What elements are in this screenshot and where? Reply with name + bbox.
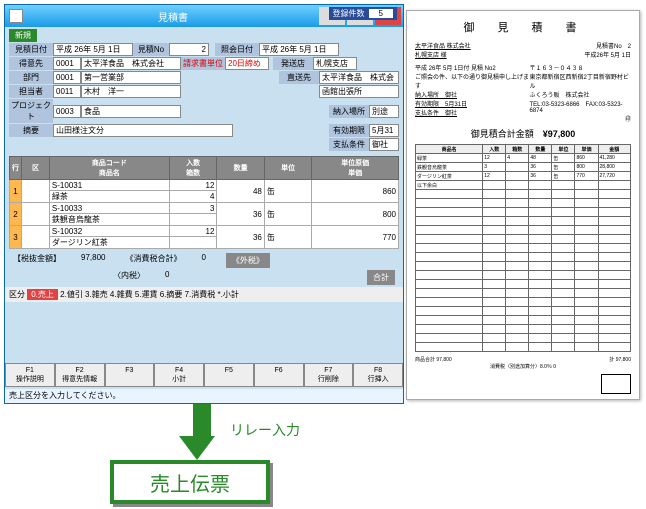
totals: 【税抜金額】 97,800 《消費税合計》 0 《外税》 xyxy=(5,251,403,270)
valid-label: 有効期限 xyxy=(329,124,369,137)
estimate-window: 見積書 – □ × 登録件数5 新規 見積日付 平成 26年 5月 1日 見積N… xyxy=(4,4,404,404)
cust-name[interactable]: 太平洋食品 株式会社 xyxy=(81,57,181,70)
refdate-label: 照会日付 xyxy=(215,43,259,56)
side-ship: 函館出張所 xyxy=(319,85,399,98)
total-button[interactable]: 合計 xyxy=(367,270,395,285)
deliv[interactable]: 別途 xyxy=(369,105,399,118)
pic-label: 担当者 xyxy=(9,85,53,98)
date-label: 見積日付 xyxy=(9,43,53,56)
store[interactable]: 札幌支店 xyxy=(313,57,357,70)
preview-doc: 御 見 積 書 太平洋食品 株式会社 札幌支店 様 見積書No 2 平成26年 … xyxy=(406,10,640,400)
relay-label: リレー入力 xyxy=(230,420,300,440)
new-badge: 新規 xyxy=(9,29,37,42)
req-label: 請求書単位 xyxy=(181,57,225,70)
app-icon xyxy=(9,9,23,23)
date-field[interactable]: 平成 26年 5月 1日 xyxy=(53,43,133,56)
proj-label: プロジェクト xyxy=(9,99,53,123)
window-title: 見積書 xyxy=(27,9,319,24)
table-row[interactable]: 2S-10033336缶800 xyxy=(10,203,399,214)
line-items-grid[interactable]: 行 区 商品コード商品名 入数箱数 数量 単位 単位原価単価 1S-100311… xyxy=(9,156,399,249)
fkey-F4[interactable]: F4小計 xyxy=(154,363,204,387)
req-val[interactable]: 20日締め xyxy=(225,57,269,70)
arrow-icon xyxy=(188,404,215,460)
pic-name[interactable]: 木村 洋一 xyxy=(81,85,181,98)
summary[interactable]: 山田様注文分 xyxy=(53,124,233,137)
pay-label: 支払条件 xyxy=(329,138,369,151)
fkey-F5[interactable]: F5 xyxy=(204,363,254,387)
fkey-F8[interactable]: F8行挿入 xyxy=(353,363,403,387)
function-keys: F1操作説明F2得意先情報F3F4小計F5F6F7行削除F8行挿入 xyxy=(5,363,403,387)
proj-name[interactable]: 食品 xyxy=(81,105,181,118)
sales-slip-box: 売上伝票 xyxy=(110,460,270,504)
status-bar: 売上区分を入力してください。 xyxy=(5,389,403,403)
hasso-label: 発送店 xyxy=(273,57,313,70)
fkey-F7[interactable]: F7行削除 xyxy=(304,363,354,387)
dept-no[interactable]: 0001 xyxy=(53,71,81,84)
table-row[interactable]: 3S-100321236缶770 xyxy=(10,226,399,237)
fkey-F1[interactable]: F1操作説明 xyxy=(5,363,55,387)
cust-label: 得意先 xyxy=(9,57,53,70)
refdate-field[interactable]: 平成 26年 5月 1日 xyxy=(259,43,339,56)
record-count: 登録件数5 xyxy=(329,7,397,20)
doc-table: 商品名入数箱数数量単位単価金額緑茶12448缶86041,280鉄観音烏龍茶33… xyxy=(415,144,631,352)
no-label: 見積No xyxy=(133,43,169,56)
fkey-F3[interactable]: F3 xyxy=(105,363,155,387)
direct-label: 直送先 xyxy=(279,71,319,84)
dept-name[interactable]: 第一営業部 xyxy=(81,71,181,84)
no-field[interactable]: 2 xyxy=(169,43,209,56)
dept-label: 部門 xyxy=(9,71,53,84)
proj-no[interactable]: 0003 xyxy=(53,105,81,118)
tab-sales[interactable]: 0.売上 xyxy=(27,289,58,300)
ext-tax-button[interactable]: 《外税》 xyxy=(226,253,270,268)
fkey-F2[interactable]: F2得意先情報 xyxy=(55,363,105,387)
summary-label: 摘要 xyxy=(9,124,53,137)
pay[interactable]: 御社 xyxy=(369,138,399,151)
fkey-F6[interactable]: F6 xyxy=(254,363,304,387)
pic-no[interactable]: 0011 xyxy=(53,85,81,98)
side-comp: 太平洋食品 株式会 xyxy=(319,71,399,84)
valid[interactable]: 5月31 xyxy=(369,124,399,137)
table-row[interactable]: 1S-100311248缶860 xyxy=(10,180,399,191)
header-form: 新規 見積日付 平成 26年 5月 1日 見積No 2 照会日付 平成 26年 … xyxy=(5,27,403,154)
category-tabs[interactable]: 区分 0.売上 2.値引 3.雑売 4.雑費 5.運賃 6.摘要 7.消費税 *… xyxy=(5,287,403,302)
nouhin-label: 納入場所 xyxy=(329,105,369,118)
cust-no[interactable]: 0001 xyxy=(53,57,81,70)
